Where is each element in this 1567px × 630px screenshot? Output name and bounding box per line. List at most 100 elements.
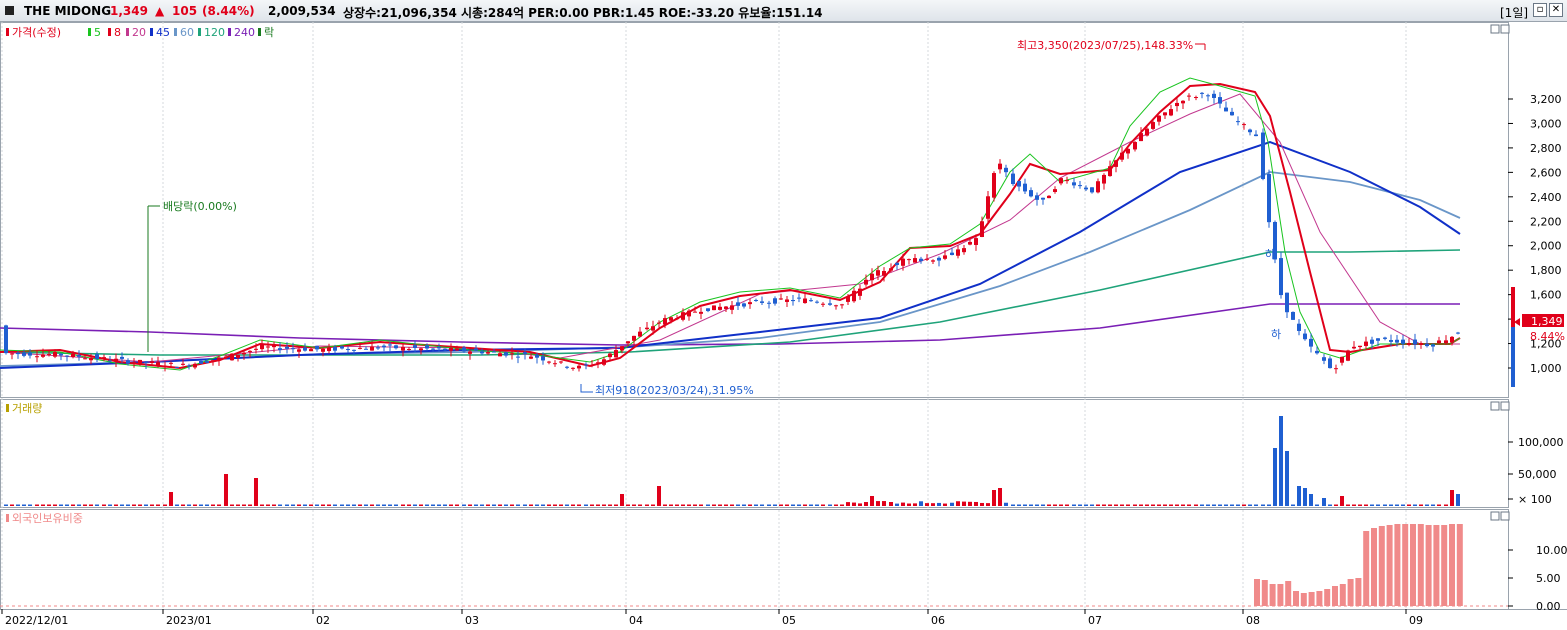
volume-bar — [767, 504, 771, 506]
volume-bar — [1267, 504, 1271, 506]
volume-bar — [943, 503, 947, 506]
candle-body — [498, 353, 502, 357]
volume-bar — [120, 504, 124, 506]
panel-controls[interactable] — [1490, 24, 1510, 521]
date-tick-label: 06 — [931, 614, 945, 627]
current-price-tag-text: 1,349 — [1531, 315, 1563, 328]
volume-bar — [1017, 504, 1021, 506]
candle-body — [358, 347, 362, 349]
volume-bar — [663, 504, 667, 506]
foreign-ownership-bar — [1254, 579, 1260, 606]
volume-bar — [431, 504, 435, 506]
volume-bar — [870, 496, 874, 506]
volume-bar — [992, 490, 996, 506]
volume-bar — [1322, 498, 1326, 506]
candle-body — [364, 348, 368, 350]
foreign-axis: 10.00 5.00 0.00 — [1508, 544, 1567, 613]
foreign-ownership-bar — [1324, 589, 1331, 606]
price-tick-label: 1,800 — [1530, 264, 1562, 277]
volume-bar — [181, 504, 185, 506]
foreign-ownership-bar — [1410, 524, 1416, 606]
volume-bar — [10, 504, 14, 506]
candle-body — [1139, 133, 1143, 142]
volume-bar — [773, 504, 777, 506]
candle-body — [132, 362, 136, 364]
foreign-ownership-bar — [1371, 528, 1377, 606]
volume-profile-bar — [1511, 287, 1515, 387]
candle-body — [35, 356, 39, 358]
volume-bar — [1175, 504, 1179, 506]
volume-bar — [1151, 504, 1155, 506]
candle-body — [1151, 122, 1155, 129]
foreign-ownership-bar — [1300, 593, 1307, 606]
candle-body — [254, 348, 258, 350]
price-tick-label: 2,600 — [1530, 166, 1562, 179]
candle-body — [1291, 311, 1295, 320]
volume-bar — [571, 504, 575, 506]
volume-bar — [346, 504, 350, 506]
volume-bar — [47, 504, 51, 506]
volume-bar — [1126, 504, 1130, 506]
close-icon[interactable]: ✕ — [1549, 3, 1563, 17]
volume-bar — [1090, 504, 1094, 506]
foreign-ownership-bar — [1386, 525, 1393, 606]
candle-body — [791, 299, 795, 302]
stock-chart[interactable]: 가격(수정) 5 8 20 45 60 120 240 락 최고3,350(20… — [0, 22, 1567, 630]
candle-body — [547, 361, 551, 363]
volume-bar — [840, 504, 844, 506]
candle-body — [1072, 182, 1076, 186]
candle-body — [187, 365, 191, 367]
candle-body — [773, 298, 777, 304]
candle-body — [1334, 368, 1338, 370]
candle-body — [266, 346, 270, 348]
volume-bar — [272, 504, 276, 506]
volume-bar — [669, 504, 673, 506]
candle-body — [529, 356, 533, 359]
candle-body — [382, 345, 386, 348]
volume-bar — [937, 502, 941, 506]
legend-ma45: 45 — [156, 26, 170, 39]
volume-bar — [1120, 504, 1124, 506]
candle-body — [1114, 160, 1118, 167]
candle-body — [748, 302, 752, 305]
volume-bar — [132, 504, 136, 506]
candle-body — [651, 326, 655, 331]
volume-bar — [492, 504, 496, 506]
candle-body — [1004, 167, 1008, 173]
candle-body — [584, 364, 588, 366]
candle-body — [1444, 340, 1448, 344]
volume-bar — [144, 504, 148, 506]
candle-body — [480, 351, 484, 354]
volume-bar — [858, 503, 862, 506]
volume-bar — [1334, 504, 1338, 506]
candle-body — [1047, 195, 1051, 199]
candle-body — [163, 365, 167, 368]
volume-bar — [1395, 504, 1399, 506]
volume-bar — [736, 504, 740, 506]
candle-body — [565, 366, 569, 368]
restore-icon[interactable]: ▫ — [1533, 3, 1547, 17]
candle-body — [931, 260, 935, 262]
volume-bar — [852, 502, 856, 506]
candle-body — [114, 358, 118, 362]
volume-bar — [1273, 448, 1277, 506]
candle-body — [1224, 107, 1228, 112]
volume-bar — [657, 486, 661, 506]
volume-bar — [35, 504, 39, 506]
candle-body — [1084, 187, 1088, 190]
trade-volume: 2,009,534 — [268, 4, 336, 18]
candle-body — [291, 348, 295, 350]
candle-body — [1407, 343, 1411, 345]
candle-body — [413, 345, 417, 348]
legend-ma5: 5 — [94, 26, 101, 39]
foreign-ownership-bar — [1449, 524, 1455, 606]
foreign-tick-label: 10.00 — [1536, 544, 1567, 557]
period-label[interactable]: [1일] — [1500, 6, 1529, 20]
volume-bar — [742, 504, 746, 506]
ma240-line — [0, 303, 1460, 346]
candle-body — [230, 353, 234, 361]
candle-body — [22, 352, 26, 356]
volume-bar — [449, 504, 453, 506]
candle-body — [1218, 97, 1222, 104]
date-tick-label: 04 — [629, 614, 643, 627]
